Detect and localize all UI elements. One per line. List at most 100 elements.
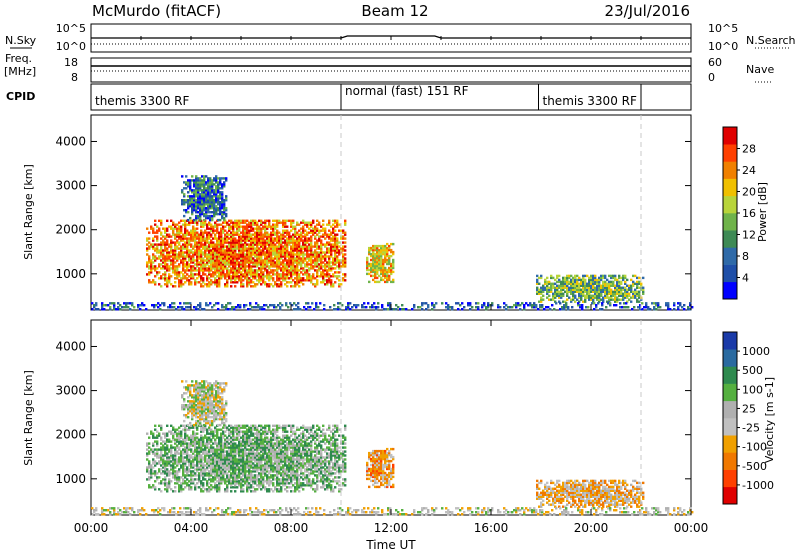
echo-cell — [218, 458, 221, 461]
echo-cell — [223, 212, 226, 216]
echo-cell — [250, 253, 253, 256]
echo-cell — [320, 225, 323, 228]
echo-cell — [336, 249, 339, 252]
echo-cell — [232, 255, 235, 258]
echo-cell — [332, 237, 335, 240]
echo-cell — [295, 308, 298, 311]
echo-cell — [295, 304, 298, 307]
echo-cell — [242, 257, 245, 260]
echo-cell — [203, 203, 206, 206]
echo-cell — [210, 235, 213, 238]
echo-cell — [232, 251, 235, 254]
echo-cell — [240, 257, 243, 260]
echo-cell — [276, 275, 279, 278]
echo-cell — [344, 221, 347, 224]
echo-cell — [274, 231, 277, 234]
echo-cell — [218, 273, 221, 276]
echo-cell — [178, 490, 181, 493]
echo-cell — [258, 275, 261, 278]
echo-cell — [252, 275, 255, 278]
echo-cell — [156, 448, 159, 451]
echo-cell — [234, 458, 237, 461]
echo-cell — [214, 233, 217, 236]
echo-cell — [146, 442, 149, 445]
echo-cell — [200, 454, 203, 457]
echo-cell — [388, 266, 391, 270]
echo-cell — [190, 271, 193, 274]
echo-cell — [338, 267, 341, 270]
echo-cell — [150, 225, 153, 228]
echo-cell — [172, 470, 175, 473]
echo-cell — [222, 450, 225, 453]
echo-cell — [268, 255, 271, 258]
echo-cell — [230, 241, 233, 244]
echo-cell — [178, 251, 181, 254]
echo-cell — [548, 290, 551, 293]
echo-cell — [606, 296, 609, 299]
echo-cell — [196, 440, 199, 443]
echo-cell — [552, 284, 555, 287]
echo-cell — [529, 304, 532, 307]
echo-cell — [184, 241, 187, 244]
echo-cell — [200, 239, 203, 242]
echo-cell — [242, 259, 245, 262]
echo-cell — [392, 242, 395, 246]
echo-cell — [248, 239, 251, 242]
echo-cell — [156, 249, 159, 252]
echo-cell — [208, 269, 211, 272]
echo-cell — [176, 275, 179, 278]
echo-cell — [188, 456, 191, 459]
echo-cell — [244, 267, 247, 270]
echo-cell — [202, 271, 205, 274]
echo-cell — [228, 460, 231, 463]
echo-cell — [200, 468, 203, 471]
echo-cell — [332, 245, 335, 248]
echo-cell — [232, 225, 235, 228]
echo-cell — [185, 187, 188, 190]
echo-cell — [204, 247, 207, 250]
echo-cell — [310, 265, 313, 268]
echo-cell — [188, 488, 191, 491]
echo-cell — [226, 239, 229, 242]
echo-cell — [594, 280, 597, 284]
echo-cell — [119, 304, 122, 307]
echo-cell — [280, 247, 283, 250]
echo-cell — [198, 235, 201, 238]
echo-cell — [606, 290, 609, 293]
echo-cell — [156, 273, 159, 276]
echo-cell — [562, 300, 565, 303]
echo-cell — [246, 283, 249, 286]
echo-cell — [602, 280, 605, 284]
echo-cell — [216, 432, 219, 435]
echo-cell — [198, 267, 201, 270]
echo-cell — [620, 286, 623, 289]
echo-cell — [292, 221, 295, 224]
echo-cell — [667, 302, 670, 305]
echo-cell — [294, 277, 297, 280]
echo-cell — [182, 448, 185, 451]
echo-cell — [308, 227, 311, 230]
echo-cell — [222, 251, 225, 254]
echo-cell — [215, 302, 218, 305]
echo-cell — [322, 269, 325, 272]
echo-cell — [519, 304, 522, 307]
echo-cell — [347, 306, 350, 309]
echo-cell — [554, 292, 557, 295]
echo-cell — [584, 280, 587, 284]
echo-cell — [292, 249, 295, 252]
echo-cell — [306, 257, 309, 260]
echo-cell — [180, 486, 183, 489]
echo-cell — [162, 440, 165, 443]
echo-cell — [228, 233, 231, 236]
echo-cell — [154, 269, 157, 272]
echo-cell — [334, 261, 337, 264]
echo-cell — [150, 243, 153, 246]
echo-cell — [244, 273, 247, 276]
echo-cell — [228, 456, 231, 459]
echo-cell — [296, 265, 299, 268]
echo-cell — [330, 243, 333, 246]
echo-cell — [618, 286, 621, 289]
echo-cell — [312, 253, 315, 256]
echo-cell — [273, 304, 276, 307]
echo-cell — [223, 205, 226, 208]
